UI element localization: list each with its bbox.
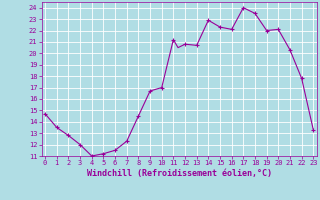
X-axis label: Windchill (Refroidissement éolien,°C): Windchill (Refroidissement éolien,°C) bbox=[87, 169, 272, 178]
